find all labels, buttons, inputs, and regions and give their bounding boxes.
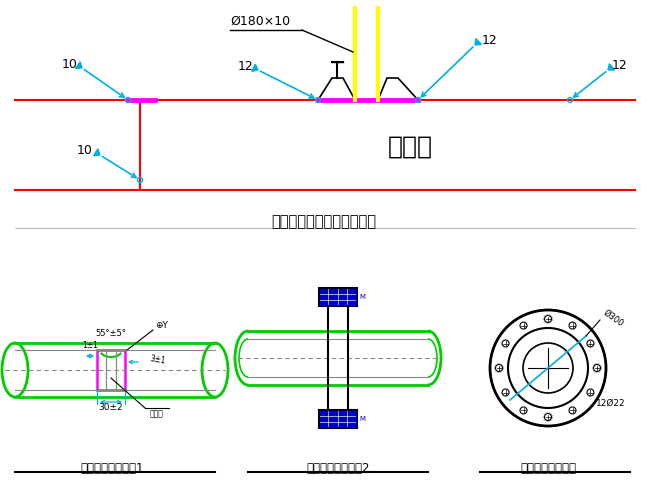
Text: 12: 12 [238, 59, 254, 73]
Bar [319, 300, 328, 305]
Bar [319, 288, 328, 293]
Bar [319, 416, 328, 421]
Bar [339, 422, 347, 427]
Text: 10: 10 [77, 143, 93, 156]
Text: 钢管柱对接示意图2: 钢管柱对接示意图2 [306, 462, 370, 475]
Text: 12: 12 [612, 58, 628, 72]
Text: Ø180×10: Ø180×10 [230, 15, 290, 28]
Bar [348, 416, 356, 421]
Text: 30±2: 30±2 [99, 403, 123, 412]
Bar [339, 416, 347, 421]
Bar [319, 422, 328, 427]
Polygon shape [252, 64, 258, 71]
Bar [329, 300, 337, 305]
Text: ⊕Y: ⊕Y [155, 321, 168, 330]
Bar [329, 416, 337, 421]
Bar [319, 410, 357, 428]
Text: 55°±5°: 55°±5° [95, 329, 127, 338]
Bar [339, 294, 347, 299]
Bar [348, 422, 356, 427]
Bar [348, 294, 356, 299]
Polygon shape [76, 62, 82, 68]
Bar [339, 410, 347, 415]
Bar [319, 410, 328, 415]
Bar [348, 300, 356, 305]
Text: 12: 12 [482, 33, 498, 46]
Bar [97, 350, 125, 390]
Text: 路基箱: 路基箱 [387, 135, 432, 159]
Polygon shape [475, 39, 482, 45]
Bar [329, 422, 337, 427]
Bar [329, 294, 337, 299]
Text: 钢管柱对接法兰盘: 钢管柱对接法兰盘 [520, 462, 576, 475]
Text: M: M [359, 416, 365, 422]
Text: Ø300: Ø300 [602, 308, 626, 328]
Polygon shape [93, 149, 100, 156]
Bar [339, 288, 347, 293]
Bar [329, 288, 337, 293]
Bar [339, 300, 347, 305]
Bar [348, 410, 356, 415]
Text: 3±1: 3±1 [149, 355, 166, 366]
Text: 提升架支撑与路基箱的连接: 提升架支撑与路基箱的连接 [271, 214, 376, 229]
Bar [329, 410, 337, 415]
Text: 10: 10 [62, 57, 78, 71]
Bar [319, 294, 328, 299]
Text: 12Ø22: 12Ø22 [596, 398, 626, 407]
Text: 衬管垫: 衬管垫 [150, 409, 164, 418]
Text: M: M [359, 294, 365, 300]
Text: 1±1: 1±1 [82, 341, 98, 350]
Polygon shape [608, 64, 615, 70]
Text: 钢管柱对接示意图1: 钢管柱对接示意图1 [80, 462, 143, 475]
Bar [348, 288, 356, 293]
Bar [319, 288, 357, 306]
